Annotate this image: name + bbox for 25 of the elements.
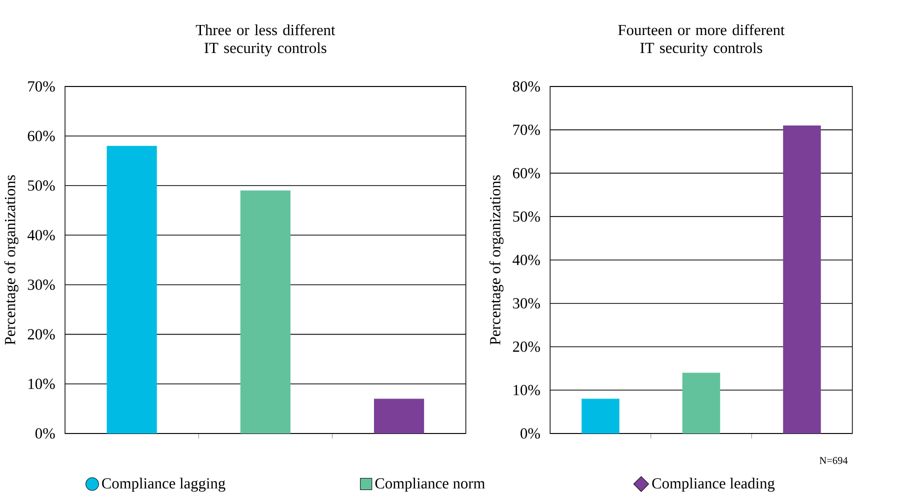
y-tick-label: 50% (28, 180, 55, 191)
y-tick-label: 70% (28, 81, 55, 92)
y-axis-title: Percentage of organizations (489, 175, 504, 345)
y-tick-label: 20% (28, 329, 55, 340)
legend-label: Compliance norm (375, 478, 485, 492)
text: N=694 (820, 457, 848, 464)
y-tick-label: 50% (513, 212, 540, 222)
y-tick-label: 0% (520, 428, 540, 439)
y-tick-label: 80% (512, 81, 540, 92)
y-axis-title: Percentage of organizations (4, 175, 18, 345)
y-tick-label: 30% (513, 298, 540, 309)
y-tick-label: 70% (513, 124, 540, 136)
y-tick-label: 30% (28, 280, 55, 290)
legend-label: Compliance lagging (102, 478, 226, 492)
y-tick-label: 40% (512, 254, 540, 266)
y-tick-label: 20% (513, 342, 540, 352)
chart-title: Three or less different IT security controls (196, 24, 336, 56)
y-tick-label: 40% (28, 230, 55, 241)
y-tick-label: 10% (514, 385, 540, 396)
y-tick-label: 0% (35, 428, 55, 439)
y-tick-label: 60% (512, 168, 540, 179)
legend-label: Compliance leading (652, 478, 775, 492)
y-tick-label: 60% (28, 130, 55, 142)
y-tick-label: 10% (28, 378, 55, 390)
chart-title: Fourteen or more different IT security controls (618, 24, 785, 56)
